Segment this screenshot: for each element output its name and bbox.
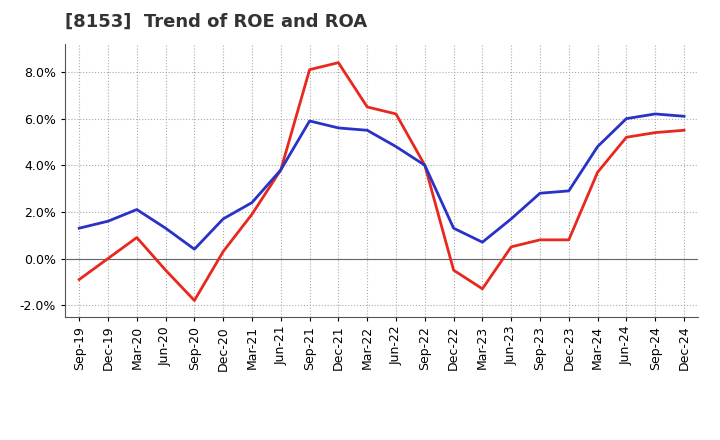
ROA — [536, 191, 544, 196]
ROE — [507, 244, 516, 249]
ROA — [593, 144, 602, 149]
ROA — [75, 226, 84, 231]
Line: ROE: ROE — [79, 62, 684, 301]
ROE — [75, 277, 84, 282]
ROE — [420, 163, 429, 168]
ROE — [478, 286, 487, 291]
ROE — [449, 268, 458, 273]
ROE — [334, 60, 343, 65]
ROE — [536, 237, 544, 242]
ROA — [622, 116, 631, 121]
ROA — [161, 226, 170, 231]
ROA — [680, 114, 688, 119]
ROE — [276, 167, 285, 172]
ROA — [104, 219, 112, 224]
ROA — [420, 163, 429, 168]
ROE — [680, 128, 688, 133]
ROA — [248, 200, 256, 205]
ROE — [161, 268, 170, 273]
ROE — [651, 130, 660, 135]
ROA — [363, 128, 372, 133]
ROA — [276, 167, 285, 172]
ROE — [593, 169, 602, 175]
ROE — [392, 111, 400, 117]
ROE — [622, 135, 631, 140]
Line: ROA: ROA — [79, 114, 684, 249]
ROA — [478, 239, 487, 245]
ROA — [305, 118, 314, 124]
ROE — [190, 298, 199, 303]
ROA — [132, 207, 141, 212]
ROA — [392, 144, 400, 149]
ROA — [507, 216, 516, 221]
ROA — [449, 226, 458, 231]
ROA — [564, 188, 573, 194]
ROE — [305, 67, 314, 72]
ROA — [651, 111, 660, 117]
ROE — [132, 235, 141, 240]
ROE — [363, 104, 372, 110]
Text: [8153]  Trend of ROE and ROA: [8153] Trend of ROE and ROA — [65, 13, 367, 31]
ROE — [248, 212, 256, 217]
ROE — [219, 249, 228, 254]
ROA — [190, 246, 199, 252]
ROA — [219, 216, 228, 221]
ROA — [334, 125, 343, 131]
ROE — [564, 237, 573, 242]
ROE — [104, 256, 112, 261]
